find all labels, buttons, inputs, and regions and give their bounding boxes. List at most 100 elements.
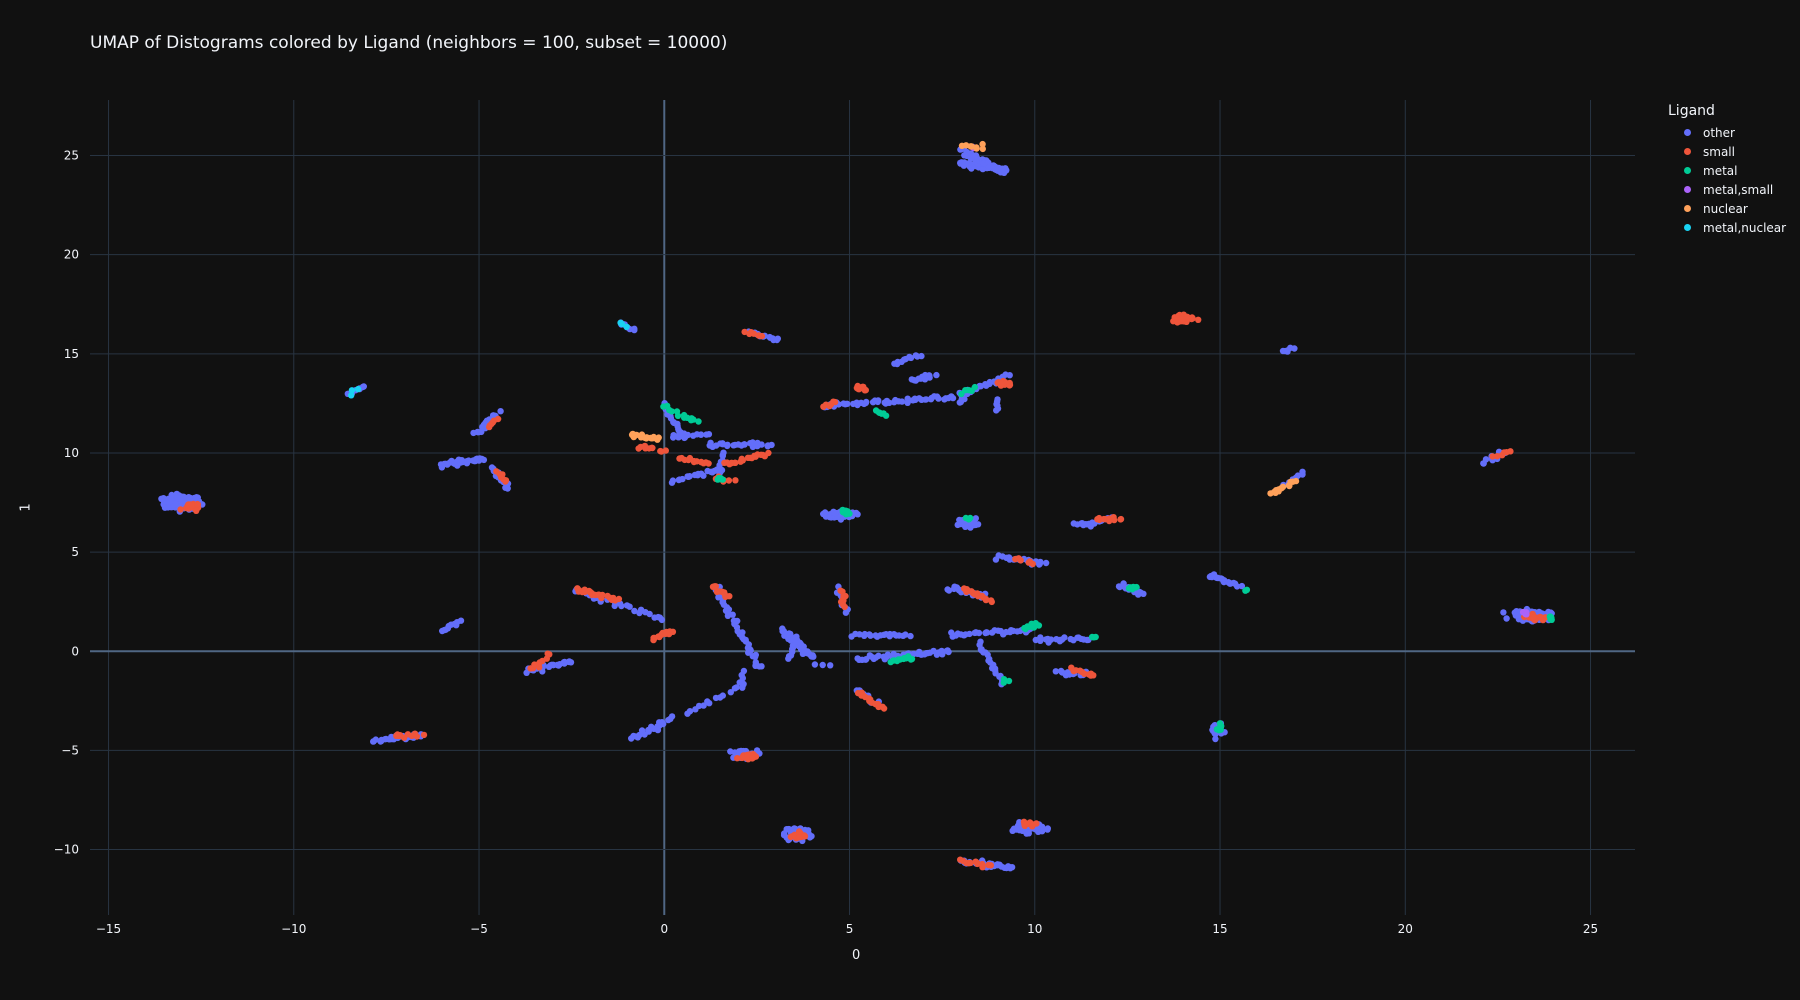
data-point-other — [697, 431, 705, 438]
data-point-metal — [695, 418, 702, 425]
data-point-other — [618, 602, 625, 610]
data-point-small — [1117, 515, 1125, 523]
data-point-small — [188, 502, 196, 509]
data-point-metal-nuclear — [348, 387, 356, 394]
data-point-small — [194, 500, 201, 508]
data-point-other — [842, 609, 850, 616]
data-point-other — [1035, 828, 1042, 835]
legend: Ligand other small metal metal,small nuclear… — [1668, 103, 1786, 237]
data-point-nuclear — [967, 143, 974, 150]
data-point-small — [1172, 317, 1179, 324]
data-point-other — [956, 399, 963, 406]
legend-marker — [1684, 205, 1691, 212]
data-point-other — [1044, 826, 1051, 833]
legend-item-metal-nuclear[interactable]: metal,nuclear — [1668, 218, 1786, 237]
data-point-other — [724, 612, 732, 619]
legend-item-nuclear[interactable]: nuclear — [1668, 199, 1786, 218]
data-point-other — [1052, 668, 1060, 675]
data-point-small — [1015, 555, 1022, 562]
legend-item-metal-small[interactable]: metal,small — [1668, 180, 1786, 199]
legend-marker — [1684, 167, 1691, 174]
data-point-nuclear — [1278, 484, 1286, 492]
grid — [90, 100, 1635, 915]
data-point-other — [912, 352, 920, 359]
data-point-metal-nuclear — [354, 385, 362, 393]
data-point-other — [740, 667, 748, 675]
data-point-small — [177, 506, 184, 513]
data-point-other — [875, 652, 882, 659]
data-point-other — [705, 431, 713, 438]
y-tick-label: 20 — [64, 248, 79, 262]
data-point-other — [821, 509, 829, 516]
legend-item-metal[interactable]: metal — [1668, 161, 1786, 180]
data-point-small — [1030, 821, 1037, 828]
data-point-nuclear — [979, 145, 986, 153]
data-point-other — [1500, 609, 1507, 616]
data-point-other — [962, 523, 969, 530]
data-point-other — [158, 495, 165, 502]
data-point-other — [480, 456, 488, 464]
data-point-small — [741, 328, 748, 336]
data-point-other — [801, 826, 809, 834]
data-point-other — [727, 689, 734, 696]
x-tick-label: 20 — [1398, 922, 1413, 936]
x-tick-label: −10 — [281, 922, 306, 936]
data-point-small — [855, 386, 863, 393]
data-point-other — [983, 629, 991, 636]
data-point-other — [1037, 634, 1044, 641]
data-point-metal — [668, 408, 675, 415]
data-point-other — [733, 684, 740, 691]
data-point-metal — [1092, 633, 1099, 641]
data-point-small — [502, 477, 510, 484]
data-point-other — [923, 396, 930, 403]
data-point-other — [497, 408, 504, 415]
legend-marker — [1684, 129, 1691, 136]
data-point-other — [660, 720, 667, 728]
data-point-other — [631, 607, 638, 615]
data-point-small — [725, 477, 733, 484]
data-point-other — [504, 485, 511, 492]
data-point-other — [372, 736, 379, 743]
data-point-small — [732, 459, 739, 466]
data-point-other — [907, 632, 914, 640]
data-point-small — [1106, 517, 1113, 525]
data-point-other — [796, 639, 804, 646]
data-point-small — [1489, 453, 1496, 460]
data-point-other — [611, 602, 618, 610]
data-point-metal — [908, 655, 916, 663]
data-point-small — [758, 332, 766, 340]
data-point-other — [669, 477, 677, 484]
data-point-small — [734, 755, 741, 762]
data-point-other — [626, 603, 633, 610]
data-point-other — [686, 708, 694, 715]
legend-item-small[interactable]: small — [1668, 142, 1786, 161]
data-point-other — [700, 702, 707, 709]
y-tick-label: −10 — [54, 843, 79, 857]
data-point-other — [457, 617, 465, 624]
x-tick-label: 5 — [846, 922, 854, 936]
data-point-other — [668, 713, 676, 720]
data-point-small — [705, 460, 712, 467]
data-point-metal — [674, 412, 682, 419]
data-point-other — [933, 371, 940, 379]
legend-marker — [1684, 224, 1691, 231]
data-point-other — [177, 495, 184, 503]
data-point-small — [1100, 515, 1108, 523]
data-point-metal — [971, 383, 979, 391]
data-point-other — [736, 748, 743, 755]
data-point-metal — [1217, 726, 1225, 733]
tick-labels: −15 −10 −5 0 5 10 15 20 25 −10 −5 0 5 10 15 20 25 — [54, 149, 1599, 936]
data-point-other — [751, 653, 759, 661]
data-point-other — [933, 393, 941, 400]
data-point-other — [646, 610, 653, 618]
data-point-other — [948, 629, 955, 636]
chart-title: UMAP of Distograms colored by Ligand (ne… — [90, 33, 728, 53]
data-point-other — [1036, 560, 1044, 568]
data-point-other — [679, 475, 686, 483]
data-point-small — [711, 583, 718, 590]
data-point-small — [747, 329, 755, 336]
data-point-small — [669, 628, 677, 635]
data-point-other — [883, 397, 891, 405]
legend-item-other[interactable]: other — [1668, 123, 1786, 142]
